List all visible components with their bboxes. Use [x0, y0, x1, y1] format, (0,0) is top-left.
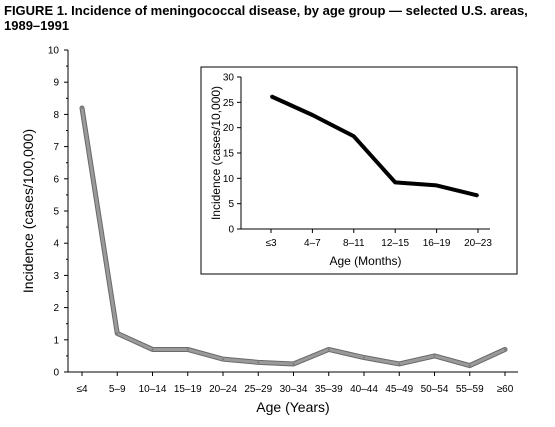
main-x-tick-label: 45–49 [385, 384, 413, 395]
main-x-tick-label: 10–14 [139, 384, 167, 395]
inset-y-tick-label: 5 [228, 199, 234, 210]
main-x-tick-label: 40–44 [350, 384, 378, 395]
main-data-point [398, 363, 401, 365]
main-data-point [504, 348, 506, 351]
inset-data-point [435, 184, 438, 187]
inset-y-tick-label: 25 [223, 98, 235, 109]
main-x-tick-label: 15–19 [174, 384, 202, 395]
inset-chart: 0 5 10 15 20 25 30 ≤3 4–7 8–11 12–15 16–19 20–23 Age … [200, 66, 518, 275]
inset-x-tick-label: 8–11 [343, 238, 365, 249]
main-data-point [327, 348, 330, 351]
main-x-axis-label: Age (Years) [256, 399, 329, 415]
main-x-tick-label: ≥60 [497, 384, 514, 395]
main-chart: 0 1 2 3 4 5 6 7 8 9 10 ≤4 5–9 10–14 15–19 20–24 25–29 30–… [20, 46, 518, 415]
inset-y-tick-label: 20 [223, 123, 235, 134]
main-x-tick-label: 35–39 [315, 384, 343, 395]
main-data-point [292, 363, 295, 365]
main-y-tick-label: 7 [53, 142, 59, 153]
inset-frame [200, 66, 518, 275]
main-y-tick-label: 1 [53, 335, 59, 346]
main-x-tick-label: 30–34 [280, 384, 308, 395]
inset-x-tick-label: 4–7 [304, 238, 321, 249]
inset-data-point [311, 114, 314, 116]
inset-data-point [352, 135, 355, 138]
main-x-tick-label: 50–54 [421, 384, 449, 395]
inset-data-point [394, 181, 397, 184]
inset-x-axis-label: Age (Months) [329, 254, 401, 268]
inset-x-tick-label: 12–15 [381, 238, 409, 249]
inset-y-tick-label: 10 [223, 174, 235, 185]
main-y-tick-label: 5 [53, 207, 59, 218]
main-data-point [116, 332, 119, 335]
main-y-tick-label: 2 [53, 303, 59, 314]
main-data-point [186, 348, 189, 351]
main-y-tick-label: 3 [53, 271, 59, 282]
inset-y-tick-label: 0 [228, 225, 234, 236]
inset-x-tick-label: 20–23 [464, 238, 492, 249]
main-data-point [468, 364, 471, 367]
main-y-axis-label: Incidence (cases/100,000) [20, 129, 36, 293]
main-y-tick-label: 10 [48, 46, 60, 57]
main-y-tick-label: 4 [53, 239, 59, 250]
main-data-point [151, 348, 154, 351]
inset-y-tick-label: 15 [223, 149, 235, 160]
main-data-point [222, 358, 224, 360]
main-x-tick-label: 20–24 [209, 384, 237, 395]
main-x-tick-label: 25–29 [244, 384, 272, 395]
main-y-tick-label: 6 [53, 174, 59, 185]
main-x-tick-label: ≤4 [76, 384, 87, 395]
main-data-point [81, 107, 83, 109]
inset-data-point [270, 95, 272, 98]
main-x-tick-label: 5–9 [109, 384, 126, 395]
inset-y-axis-label: Incidence (cases/10,000) [209, 86, 223, 220]
main-y-tick-label: 8 [53, 110, 59, 121]
inset-data-point [477, 194, 479, 197]
inset-x-tick-label: 16–19 [423, 238, 451, 249]
main-y-tick-label: 0 [53, 368, 59, 379]
figure-title: FIGURE 1. Incidence of meningococcal dis… [4, 3, 528, 33]
main-x-tick-label: 55–59 [456, 384, 484, 395]
main-y-tick-label: 9 [53, 78, 59, 89]
inset-series-line [270, 94, 479, 198]
inset-y-tick-label: 30 [223, 73, 235, 84]
main-data-point [433, 355, 436, 357]
inset-x-tick-label: ≤3 [265, 238, 276, 249]
main-data-point [257, 361, 260, 364]
main-data-point [363, 356, 365, 359]
